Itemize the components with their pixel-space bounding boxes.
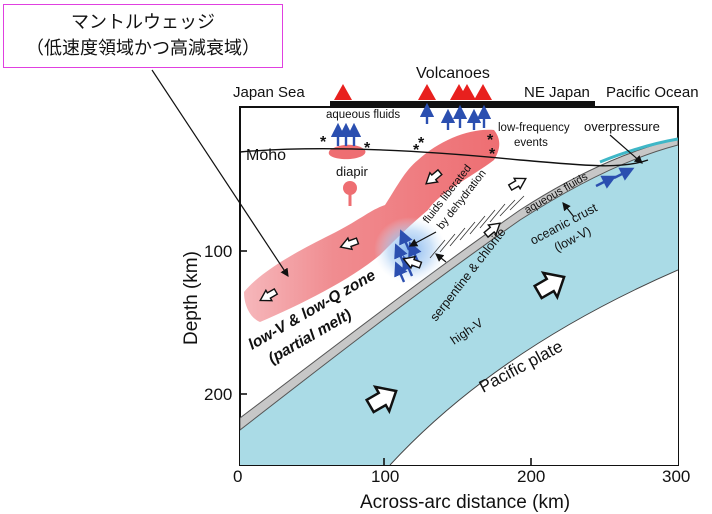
flow-arrow [507,177,527,192]
volcano-marker [334,84,352,100]
svg-text:*: * [364,140,371,157]
land-surface-bar [330,101,595,107]
y-tick-200: 200 [204,385,232,404]
flow-arrow [259,287,279,302]
callout-leader-line [151,69,289,278]
low-frequency-event-markers: * * * * * * [320,132,496,163]
label-events: events [514,137,548,149]
mantle-wedge-callout: マントルウェッジ （低速度領域かつ高減衰域） [3,4,283,68]
x-tick-100: 100 [371,467,399,486]
x-tick-0: 0 [233,467,242,486]
callout-title: マントルウェッジ [71,12,215,33]
fluid-arrows-top [330,102,492,146]
mantle-flow-arrows [259,168,566,415]
oceanic-crust-pointer [562,202,575,218]
slab-flow-arrow [532,271,566,301]
x-tick-200: 200 [517,467,545,486]
label-aqueous-fluids-top: aqueous fluids [326,109,400,121]
flow-arrow [402,255,423,270]
flow-arrow [483,222,501,239]
serpentine-pointer [435,253,447,263]
diapir-stem [348,194,352,206]
oceanic-crust-band [240,137,678,431]
label-moho: Moho [246,147,286,164]
axis-ticks [240,250,532,465]
label-ne-japan: NE Japan [524,84,590,101]
volcano-marker [418,84,436,100]
svg-text:*: * [418,135,425,152]
moho-line [239,148,649,167]
fluid-arrows-slab [394,167,635,283]
svg-text:*: * [320,134,327,151]
volcano-marker [474,84,492,100]
diapir-head [343,181,357,195]
label-diapir: diapir [336,164,368,179]
y-tick-100: 100 [204,242,232,261]
volcano-marker [458,84,476,100]
dehydration-pointer [408,231,437,247]
flow-arrow [425,168,443,185]
flow-arrow [339,236,360,251]
callout-subtitle: （低速度領域かつ高減衰域） [26,38,260,59]
slab-flow-arrow [364,385,398,415]
x-tick-300: 300 [662,467,690,486]
label-low-frequency: low-frequency [498,122,570,134]
dehydration-hatching [429,195,525,259]
label-volcanoes: Volcanoes [416,65,490,82]
svg-text:*: * [413,142,420,159]
mantle-below-slab [240,270,678,465]
label-pacific-ocean: Pacific Ocean [606,84,699,101]
overpressure-pointer [609,134,643,164]
volcano-markers [334,84,492,100]
slab-bottom-line [389,269,678,465]
x-axis-title: Across-arc distance (km) [360,492,570,513]
trench-sediment-line [599,137,678,164]
label-overpressure: overpressure [584,119,660,134]
svg-text:*: * [487,132,494,149]
y-axis-title: Depth (km) [181,251,202,345]
svg-text:*: * [489,146,496,163]
label-japan-sea: Japan Sea [233,84,305,101]
